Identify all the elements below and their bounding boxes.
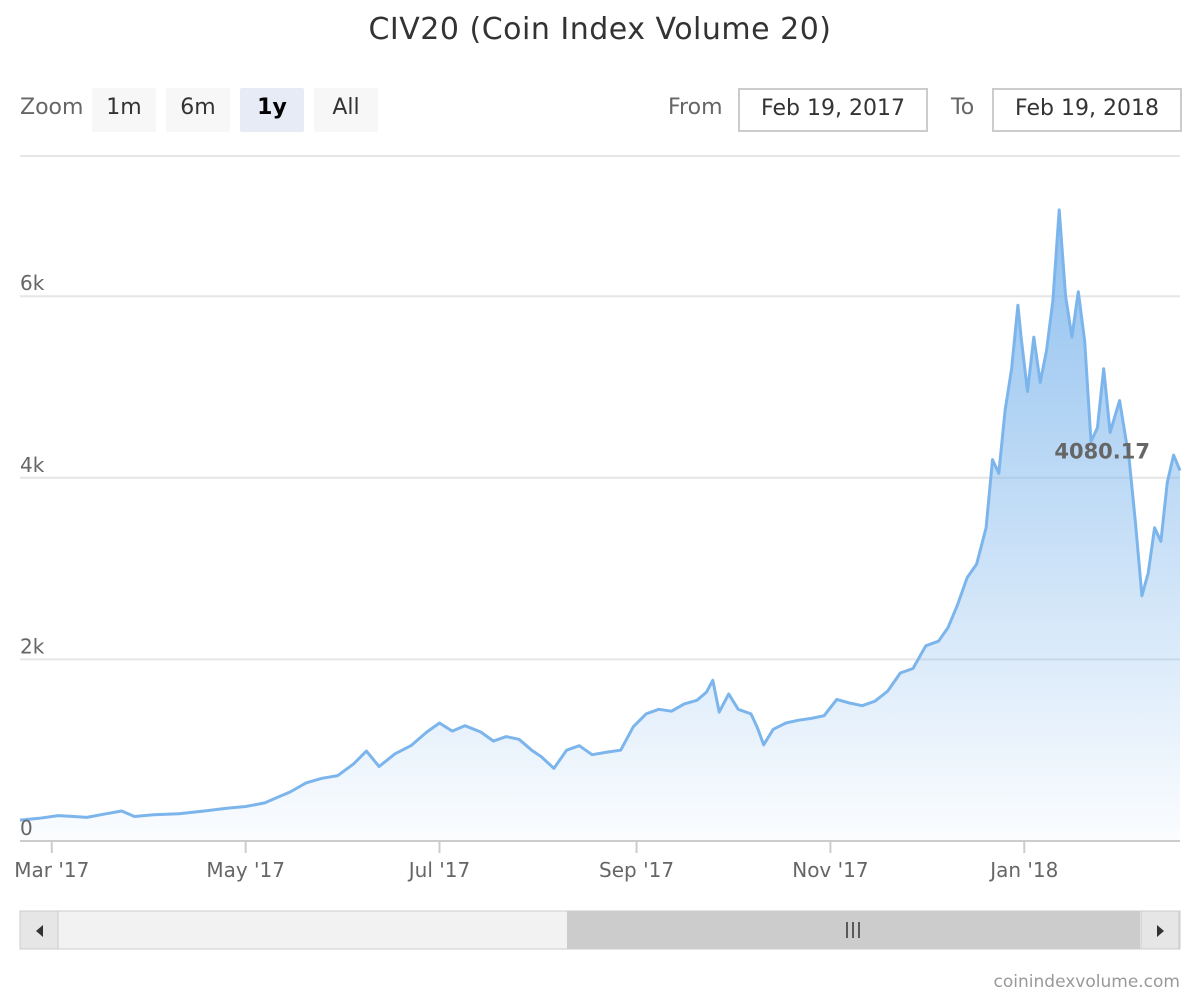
from-date-input[interactable]: Feb 19, 2017: [738, 88, 928, 132]
grip-icon: [846, 922, 860, 938]
x-tick-label: Nov '17: [792, 858, 868, 882]
x-tick-label: Jan '18: [988, 858, 1058, 882]
y-tick-label: 6k: [20, 271, 45, 295]
y-tick-label: 4k: [20, 453, 45, 477]
zoom-6m-button[interactable]: 6m: [166, 88, 230, 132]
y-tick-label: 0: [20, 816, 33, 840]
x-tick-label: Sep '17: [599, 858, 674, 882]
series-area: [20, 209, 1180, 841]
last-value-label: 4080.17: [1054, 440, 1150, 464]
x-tick-label: Jul '17: [407, 858, 470, 882]
chart-title: CIV20 (Coin Index Volume 20): [368, 12, 832, 47]
zoom-all-button[interactable]: All: [314, 88, 378, 132]
y-tick-label: 2k: [20, 634, 45, 658]
to-label: To: [951, 95, 975, 120]
series-line[interactable]: [19, 208, 1182, 822]
zoom-label: Zoom: [20, 95, 84, 120]
arrow-right-icon: [1157, 925, 1164, 937]
credits-link[interactable]: coinindexvolume.com: [993, 972, 1180, 992]
x-tick-label: May '17: [206, 858, 285, 882]
zoom-1y-button[interactable]: 1y: [240, 88, 304, 132]
zoom-1m-button[interactable]: 1m: [92, 88, 156, 132]
arrow-left-icon: [36, 925, 43, 937]
from-label: From: [668, 95, 723, 120]
to-date-input[interactable]: Feb 19, 2018: [992, 88, 1182, 132]
x-tick-label: Mar '17: [14, 858, 89, 882]
